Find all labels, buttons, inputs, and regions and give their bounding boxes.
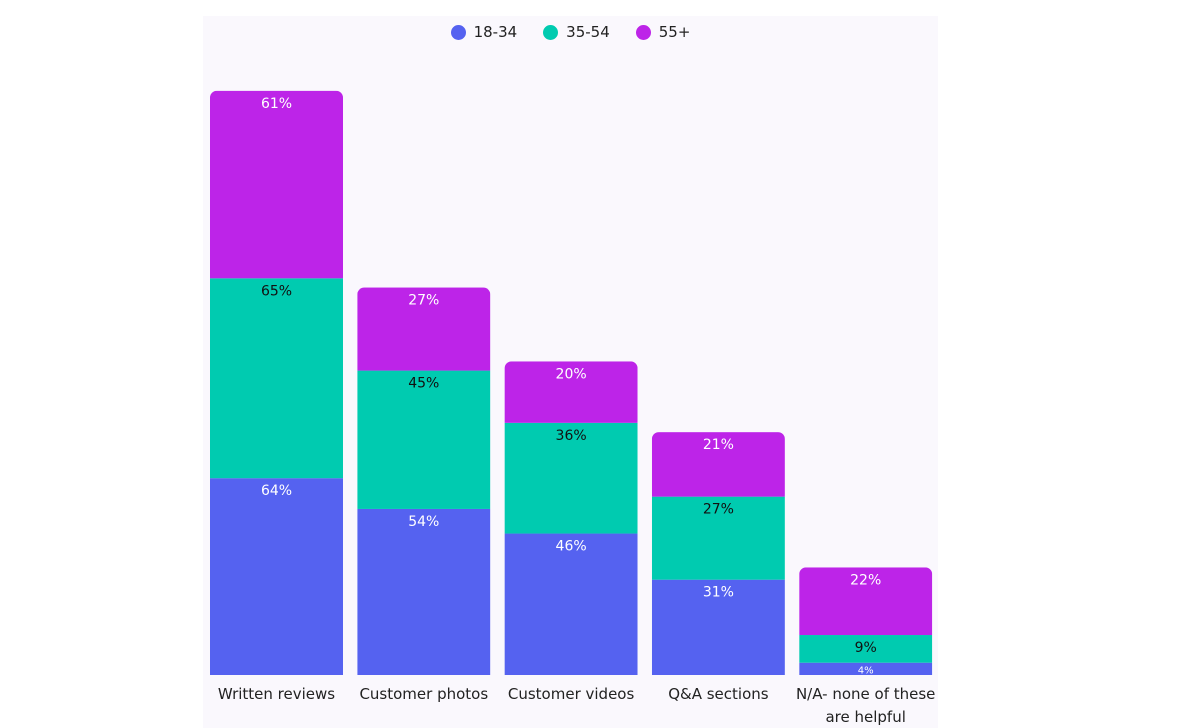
legend-swatch-55-plus xyxy=(635,24,651,40)
legend-item-35-54: 35-54 xyxy=(543,23,610,41)
data-label-customer-videos-18-34: 46% xyxy=(556,539,587,555)
legend-label-35-54: 35-54 xyxy=(566,23,610,41)
chart-legend: 18-34 35-54 55+ xyxy=(203,20,938,44)
data-label-q-a-sections-35-54: 27% xyxy=(703,502,734,518)
bar-segment-customer-videos-35-54 xyxy=(504,422,638,534)
data-label-written-reviews-35-54: 65% xyxy=(261,283,292,299)
bar-segment-q-a-sections-18-34 xyxy=(651,579,785,675)
bar-segment-customer-videos-18-34 xyxy=(504,533,638,675)
legend-swatch-18-34 xyxy=(450,24,466,40)
bar-segment-customer-photos-35-54 xyxy=(357,370,491,509)
bar-segment-customer-videos-55 xyxy=(504,361,638,423)
data-label-customer-videos-35-54: 36% xyxy=(556,428,587,444)
legend-label-55-plus: 55+ xyxy=(658,23,691,41)
bar-group-written-reviews: 64% 65% 61% xyxy=(210,90,343,675)
data-label-q-a-sections-18-34: 31% xyxy=(703,585,734,601)
data-label-customer-photos-55: 27% xyxy=(408,293,439,309)
data-label-customer-photos-18-34: 54% xyxy=(408,514,439,530)
x-tick-label-customer-photos: Customer photos xyxy=(359,685,488,703)
bar-segment-customer-photos-55 xyxy=(357,287,491,371)
bar-segment-q-a-sections-35-54 xyxy=(651,496,785,580)
data-label-n-a-none-of-these-are-helpful-35-54: 9% xyxy=(855,640,877,656)
bar-group-n-a-none-of-these-are-helpful: 4% 9% 22% xyxy=(799,567,933,677)
legend-label-18-34: 18-34 xyxy=(473,23,518,41)
data-label-customer-photos-35-54: 45% xyxy=(408,376,439,392)
bar-segment-n-a-none-of-these-are-helpful-18-34 xyxy=(799,662,933,675)
data-label-q-a-sections-55: 21% xyxy=(703,437,734,453)
bar-segment-written-reviews-18-34 xyxy=(210,478,343,675)
bar-segment-written-reviews-35-54 xyxy=(210,278,343,479)
data-label-customer-videos-55: 20% xyxy=(556,366,587,382)
x-tick-label-customer-videos: Customer videos xyxy=(508,685,635,703)
bar-segment-n-a-none-of-these-are-helpful-35-54 xyxy=(799,635,933,663)
data-label-written-reviews-55: 61% xyxy=(261,96,292,112)
bar-group-customer-videos: 46% 36% 20% xyxy=(504,361,638,675)
bar-segment-customer-photos-18-34 xyxy=(357,508,491,675)
data-label-written-reviews-18-34: 64% xyxy=(261,483,292,499)
data-label-n-a-none-of-these-are-helpful-55: 22% xyxy=(850,572,881,588)
bar-group-customer-photos: 54% 45% 27% xyxy=(357,287,491,675)
bar-segment-q-a-sections-55 xyxy=(651,432,785,497)
data-label-n-a-none-of-these-are-helpful-18-34: 4% xyxy=(858,666,874,677)
x-tick-label-q-a-sections: Q&A sections xyxy=(668,685,769,703)
x-tick-label-written-reviews: Written reviews xyxy=(218,685,335,703)
x-tick-label-n-a-none-of-these-are-helpful-line-2: are helpful xyxy=(825,708,905,726)
bar-segment-written-reviews-55 xyxy=(210,90,343,279)
legend-item-18-34: 18-34 xyxy=(450,23,518,41)
x-tick-label-n-a-none-of-these-are-helpful-line-1: N/A- none of these xyxy=(796,685,935,703)
legend-item-55-plus: 55+ xyxy=(635,23,691,41)
legend-swatch-35-54 xyxy=(543,24,559,40)
bar-segment-n-a-none-of-these-are-helpful-55 xyxy=(799,567,933,636)
bar-group-q-a-sections: 31% 27% 21% xyxy=(651,432,785,675)
